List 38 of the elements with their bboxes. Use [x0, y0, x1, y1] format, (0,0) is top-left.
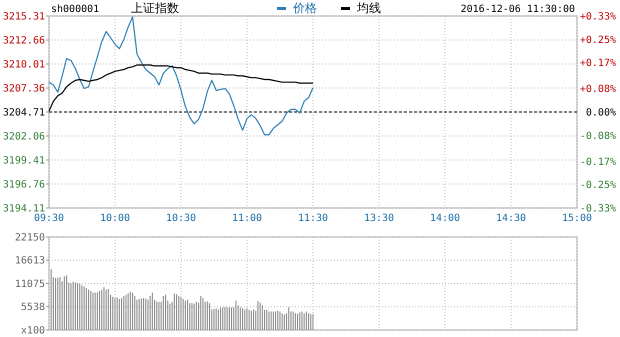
y2-tick-label: +0.17%: [580, 58, 616, 70]
y-tick-label: 3210.01: [2, 60, 45, 70]
line-series: [48, 16, 314, 136]
x-tick-label: 11:30: [298, 213, 328, 224]
y-tick-label: 3212.66: [2, 36, 45, 46]
x-tick-label: 13:30: [364, 213, 394, 224]
y-tick-label: x100: [20, 326, 45, 336]
x-tick-label: 15:00: [562, 213, 592, 224]
y-tick-label: 16613: [14, 256, 45, 267]
chart-title: 上证指数: [131, 1, 179, 15]
y-tick-label: 3196.76: [2, 180, 45, 190]
x-tick-label: 14:00: [430, 213, 460, 224]
x-tick-label: 10:00: [100, 213, 130, 224]
y-tick-label: 11075: [14, 279, 45, 290]
y-tick-label: 3204.71: [2, 108, 45, 118]
y2-tick-label: -0.33%: [580, 204, 616, 214]
y2-tick-label: +0.08%: [580, 84, 616, 96]
y-tick-label: 3199.41: [2, 156, 45, 166]
y2-tick-label: -0.17%: [580, 156, 616, 168]
y-tick-label: 3202.06: [2, 132, 45, 142]
x-tick-label: 14:30: [496, 213, 526, 224]
legend-label: 均线: [356, 1, 381, 15]
y-tick-label: 3215.31: [2, 12, 45, 22]
x-tick-label: 09:30: [34, 213, 64, 224]
y-tick-label: 3194.11: [2, 204, 45, 214]
x-tick-label: 10:30: [166, 213, 196, 224]
chart-subtitle: sh000001: [51, 4, 100, 15]
y-tick-label: 22150: [14, 232, 45, 244]
legend-label: 价格: [292, 1, 317, 15]
y2-tick-label: +0.25%: [580, 34, 616, 46]
text: 2016-12-06 11:30:00: [460, 4, 575, 15]
y-tick-label: 3207.36: [2, 84, 45, 94]
y2-tick-label: -0.25%: [580, 180, 616, 192]
x-tick-label: 11:00: [232, 213, 262, 224]
y-tick-label: 5538: [20, 302, 45, 314]
y2-tick-label: 0.00%: [586, 108, 616, 118]
y2-tick-label: -0.08%: [580, 130, 616, 142]
y2-tick-label: +0.33%: [580, 12, 616, 22]
